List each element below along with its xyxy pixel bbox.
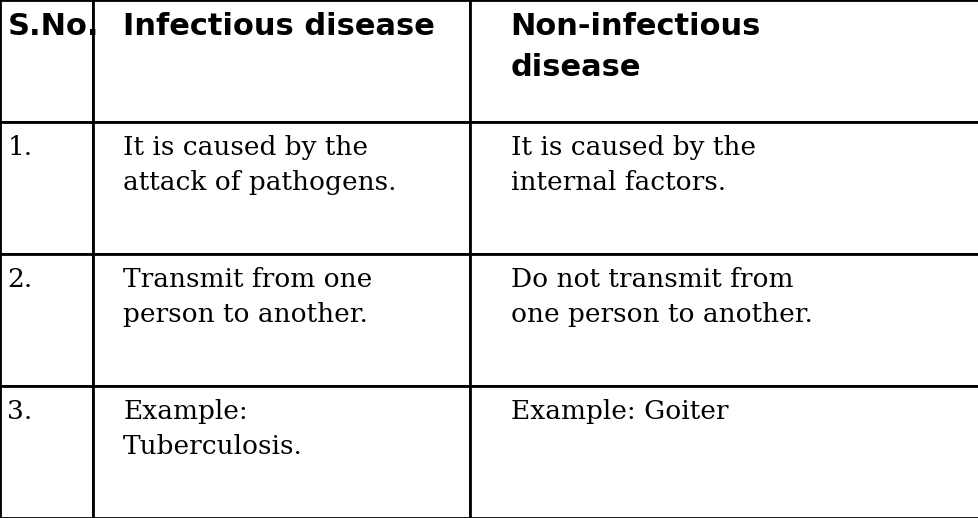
Text: Example: Goiter: Example: Goiter (511, 399, 728, 424)
Text: Transmit from one
person to another.: Transmit from one person to another. (123, 267, 372, 327)
Bar (93, 0, 469, 122)
Bar (93, 386, 469, 518)
Bar (0, 122, 93, 254)
Bar (469, 0, 978, 122)
Text: Infectious disease: Infectious disease (123, 12, 434, 41)
Text: 1.: 1. (8, 135, 32, 160)
Text: It is caused by the
attack of pathogens.: It is caused by the attack of pathogens. (123, 135, 396, 195)
Text: S.No.: S.No. (8, 12, 99, 41)
Text: It is caused by the
internal factors.: It is caused by the internal factors. (511, 135, 755, 195)
Bar (469, 122, 978, 254)
Text: 3.: 3. (8, 399, 32, 424)
Bar (469, 254, 978, 386)
Bar (469, 386, 978, 518)
Text: Do not transmit from
one person to another.: Do not transmit from one person to anoth… (511, 267, 812, 327)
Text: 2.: 2. (8, 267, 32, 292)
Text: Non-infectious
disease: Non-infectious disease (511, 12, 760, 82)
Bar (0, 0, 93, 122)
Bar (93, 122, 469, 254)
Bar (0, 254, 93, 386)
Bar (93, 254, 469, 386)
Bar (0, 386, 93, 518)
Text: Example:
Tuberculosis.: Example: Tuberculosis. (123, 399, 303, 459)
